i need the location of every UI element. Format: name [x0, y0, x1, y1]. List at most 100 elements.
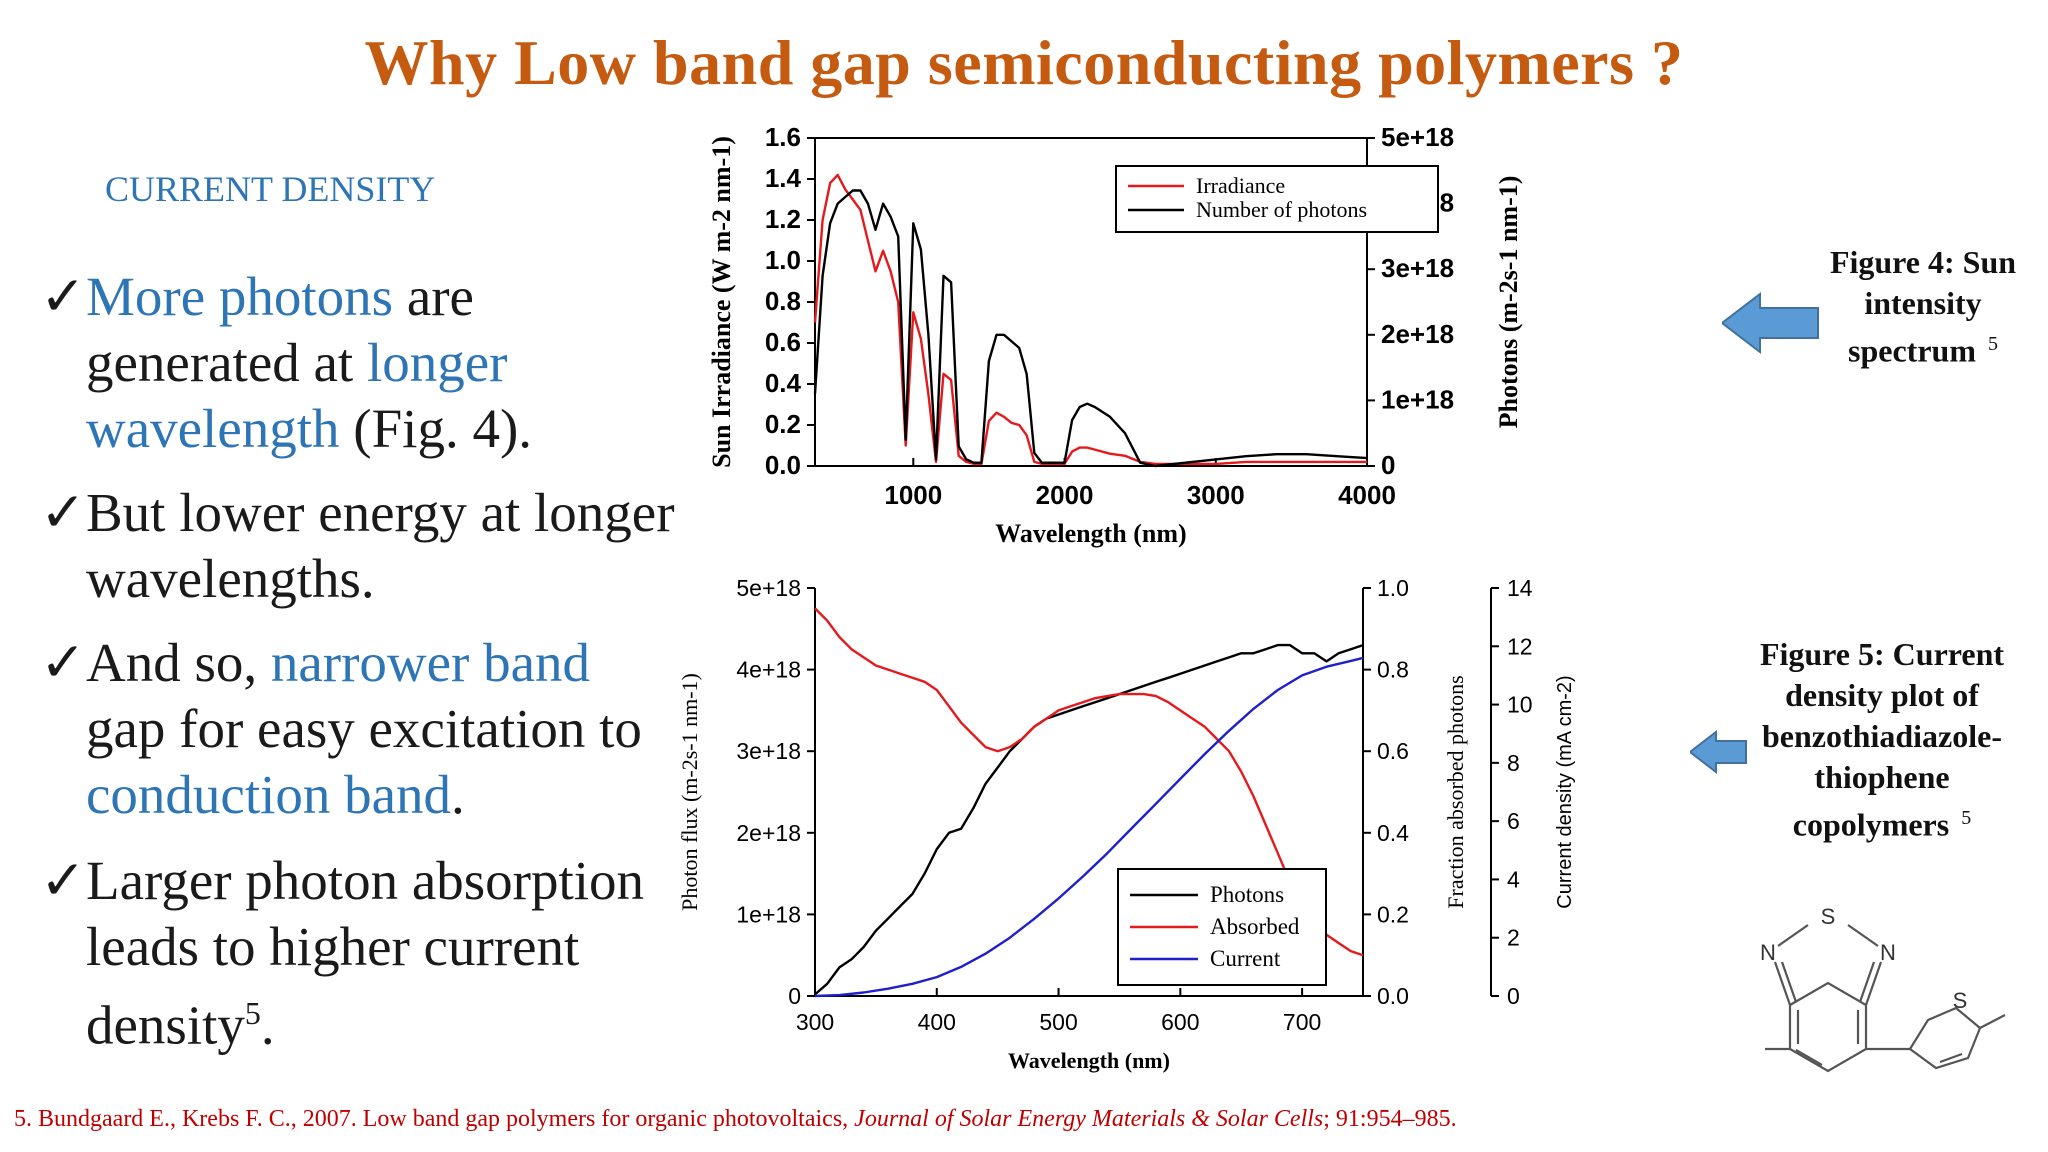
nitrogen-label: N: [1880, 940, 1896, 965]
bullet-text: Larger photon absorption leads to higher…: [86, 850, 645, 1056]
figure5-caption: Figure 5: Current density plot of benzot…: [1744, 634, 2020, 846]
y-tick-label: 1.0: [765, 245, 801, 275]
caption-line: benzothiadiazole-: [1762, 718, 2002, 754]
y-tick-label: 1.4: [765, 163, 802, 193]
y-tick-label: 0.4: [765, 368, 802, 398]
y2-tick-label: 0.8: [1377, 657, 1409, 683]
y2-tick-label: 0.0: [1377, 983, 1409, 1009]
bullet-item-4: ✓ Larger photon absorption leads to high…: [40, 848, 680, 1058]
y-tick-label: 0.0: [765, 450, 801, 480]
bullet-text: But lower energy at longer wavelengths.: [86, 482, 675, 609]
x-tick-label: 400: [918, 1009, 956, 1035]
checkmark-icon: ✓: [40, 632, 87, 693]
x-tick-label: 4000: [1338, 480, 1396, 510]
reference-superscript: 5: [1961, 807, 1972, 829]
section-heading: CURRENT DENSITY: [105, 169, 436, 209]
left-arrow-icon: [1722, 292, 1819, 354]
legend-box: [1115, 165, 1439, 233]
y-axis-label: Photon flux (m-2s-1 nm-1): [677, 673, 702, 911]
y-tick-label: 0.2: [765, 409, 801, 439]
x-tick-label: 1000: [884, 480, 942, 510]
y2-tick-label: 0.4: [1377, 820, 1409, 846]
y2-tick-label: 1e+18: [1381, 384, 1454, 414]
bullet-highlight: longer wavelength: [86, 332, 508, 459]
y2-tick-label: 5e+18: [1381, 122, 1454, 152]
y2-tick-label: 0: [1381, 450, 1395, 480]
reference-citation: 5. Bundgaard E., Krebs F. C., 2007. Low …: [14, 1106, 1457, 1133]
current-density-chart: 300 400 500 600 700 0 1e+18 2e+18 3e+18 4e+18 5e+1…: [677, 575, 1576, 1073]
x-axis-label: Wavelength (nm): [1008, 1048, 1170, 1073]
y2-tick-label: 1.0: [1377, 575, 1409, 601]
caption-line: Figure 5: Current: [1759, 636, 2005, 672]
y2-axis-label: Photons (m-2s-1 nm-1): [1494, 176, 1523, 429]
bullet-highlight: narrower band: [270, 632, 591, 693]
bullet-item-3: ✓ And so, narrower band gap for easy exc…: [40, 630, 680, 828]
left-arrow-icon: [1690, 730, 1747, 774]
y-tick-label: 0.6: [765, 327, 801, 357]
y2-tick-label: 0.6: [1377, 738, 1409, 764]
reference-journal: Journal of Solar Energy Materials & Sola…: [854, 1106, 1324, 1132]
y-tick-label: 0: [788, 983, 801, 1009]
sulfur-label: S: [1821, 904, 1836, 929]
y3-tick-label: 10: [1507, 692, 1533, 718]
y-tick-label: 0.8: [765, 286, 801, 316]
reference-text: 5. Bundgaard E., Krebs F. C., 2007. Low …: [14, 1106, 855, 1132]
legend-box: [1117, 868, 1327, 986]
sun-spectrum-plot: 1000 2000 3000 4000 0.0 0.2 0.4 0.6 0.8 1.0 1.2 1.4…: [707, 122, 1523, 548]
y2-tick-label: 0.2: [1377, 901, 1409, 927]
checkmark-icon: ✓: [40, 850, 87, 911]
y-tick-label: 1.2: [765, 204, 801, 234]
reference-superscript: 5: [1987, 333, 1998, 355]
legend-label: Current: [1210, 946, 1281, 971]
series-line-photons: [814, 643, 1364, 996]
bullet-text: are generated at: [86, 266, 474, 393]
x-tick-label: 300: [796, 1009, 834, 1035]
bullet-text: And so,: [86, 632, 271, 693]
y3-tick-label: 4: [1507, 866, 1520, 892]
x-tick-label: 600: [1161, 1009, 1199, 1035]
current-density-plot: 300 400 500 600 700 0 1e+18 2e+18 3e+18 4e+18 5e+1…: [677, 575, 1576, 1073]
y-axis-label: Sun Irradiance (W m-2 nm-1): [707, 136, 736, 468]
y-tick-label: 1e+18: [736, 901, 801, 927]
series-line-current: [814, 656, 1364, 998]
legend-label: Number of photons: [1196, 197, 1367, 222]
bullet-item-1: ✓ More photons are generated at longer w…: [40, 264, 680, 462]
y3-tick-label: 12: [1507, 633, 1533, 659]
checkmark-icon: ✓: [40, 266, 87, 327]
bullet-text: (Fig. 4).: [339, 398, 533, 459]
y-tick-label: 4e+18: [736, 657, 801, 683]
caption-line: thiophene: [1814, 759, 1950, 795]
slide-title: Why Low band gap semiconducting polymers…: [364, 27, 1684, 98]
y3-tick-label: 14: [1507, 575, 1533, 601]
bullet-highlight: More photons: [86, 266, 394, 327]
bullet-text: gap for easy excitation to: [86, 698, 642, 759]
reference-superscript: 5: [244, 995, 261, 1031]
x-tick-label: 3000: [1187, 480, 1245, 510]
sulfur-label: S: [1953, 988, 1968, 1013]
bullet-highlight: conduction band: [86, 764, 452, 825]
figure4-caption: Figure 4: Sun intensity spectrum 5: [1818, 242, 2028, 372]
caption-line: density plot of: [1785, 677, 1979, 713]
caption-line: Figure 4: Sun: [1829, 244, 2017, 280]
x-axis-label: Wavelength (nm): [995, 519, 1186, 548]
bullet-item-2: ✓ But lower energy at longer wavelengths…: [40, 480, 680, 612]
sun-spectrum-chart: 1000 2000 3000 4000 0.0 0.2 0.4 0.6 0.8 1.0 1.2 1.4…: [707, 122, 1523, 548]
series-line-absorbed: [814, 607, 1364, 957]
legend-label: Absorbed: [1210, 914, 1300, 939]
y-tick-label: 5e+18: [736, 575, 801, 601]
bullet-text: .: [260, 994, 275, 1056]
y2-axis-label: Fraction absorbed photons: [1443, 675, 1468, 908]
caption-line: intensity: [1864, 285, 1982, 321]
y-tick-label: 3e+18: [736, 738, 801, 764]
y2-tick-label: 2e+18: [1381, 319, 1454, 349]
y3-tick-label: 2: [1507, 925, 1520, 951]
reference-text: ; 91:954–985.: [1323, 1106, 1457, 1132]
x-tick-label: 500: [1039, 1009, 1077, 1035]
checkmark-icon: ✓: [40, 482, 87, 543]
y2-tick-label: 3e+18: [1381, 253, 1454, 283]
y-tick-label: 2e+18: [736, 820, 801, 846]
y3-tick-label: 8: [1507, 750, 1520, 776]
y3-axis-label: Current density (mA cm-2): [1554, 675, 1576, 908]
caption-line: copolymers: [1792, 806, 1950, 843]
caption-line: spectrum: [1848, 332, 1976, 369]
